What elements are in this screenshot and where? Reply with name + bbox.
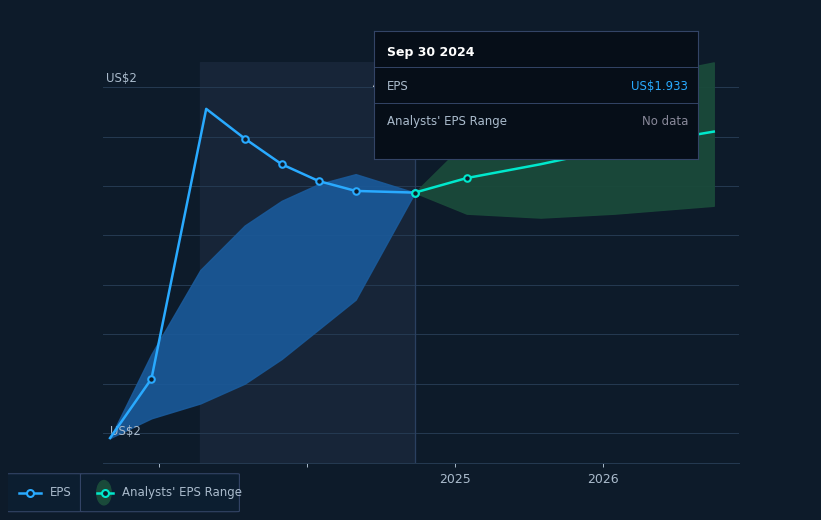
Point [144, 374, 158, 383]
FancyBboxPatch shape [7, 474, 82, 512]
Text: US$2: US$2 [106, 72, 136, 85]
Text: US$2: US$2 [110, 425, 141, 438]
Text: EPS: EPS [387, 80, 408, 93]
Ellipse shape [97, 480, 111, 505]
Point [460, 174, 473, 182]
Point [408, 188, 421, 197]
FancyBboxPatch shape [80, 474, 240, 512]
Text: Actual: Actual [374, 77, 410, 90]
Text: No data: No data [642, 115, 688, 128]
Text: EPS: EPS [50, 486, 71, 499]
Text: Analysts Forecasts: Analysts Forecasts [422, 77, 532, 90]
Point [408, 188, 421, 197]
Bar [200, 62, 415, 463]
Point [349, 187, 362, 195]
Text: Analysts' EPS Range: Analysts' EPS Range [122, 486, 242, 499]
Text: Sep 30 2024: Sep 30 2024 [387, 46, 474, 59]
Text: US$1.933: US$1.933 [631, 80, 688, 93]
Point [312, 177, 325, 185]
Text: Analysts' EPS Range: Analysts' EPS Range [387, 115, 507, 128]
Point [275, 160, 288, 168]
Point [238, 134, 251, 142]
Point [608, 144, 621, 152]
